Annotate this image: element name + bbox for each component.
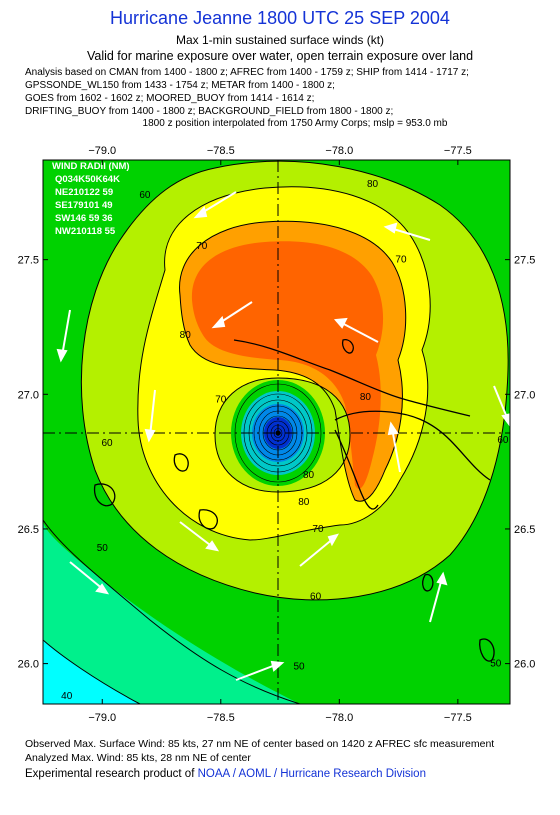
- contour-label: 80: [298, 497, 310, 508]
- chart-subtitle: Max 1-min sustained surface winds (kt): [175, 33, 385, 47]
- validity-note: Valid for marine exposure over water, op…: [86, 49, 474, 63]
- island-south: [198, 509, 218, 530]
- wind-radii-row: NE210122 59: [55, 187, 113, 198]
- product-credit: Experimental research product of NOAA / …: [25, 768, 426, 780]
- wind-radii-row: NW210118 55: [55, 226, 116, 237]
- abaco-coast: [334, 429, 379, 510]
- axes: −79.0 −79.0 −78.5 −78.5 −78.0 −78.0 −77.5 −77.5…: [18, 145, 536, 724]
- coastline: [93, 339, 495, 662]
- contour-label: 80: [367, 179, 379, 190]
- plot-frame: [42, 159, 511, 705]
- contour-label: 80: [303, 470, 315, 481]
- x-tick-label-bottom: −78.0: [325, 712, 353, 724]
- contour-label: 80: [180, 330, 192, 341]
- wind-contour-chart: 80 60 70 70 80 80 70 60 60 70 80 80 50 60 50 50 40 WIND …: [18, 145, 536, 724]
- wind-radii-row: SW146 59 36: [55, 213, 113, 224]
- contour-lines: [43, 160, 509, 704]
- island-east: [479, 638, 495, 662]
- y-tick-label-right: 27.0: [514, 389, 535, 401]
- x-tick-label-top: −78.0: [325, 145, 353, 157]
- contour-label: 70: [312, 524, 324, 535]
- chart-title: Hurricane Jeanne 1800 UTC 25 SEP 2004: [110, 8, 450, 28]
- contour-line: [43, 519, 301, 704]
- contour-label: 80: [360, 392, 372, 403]
- grand-bahama-coast: [233, 339, 471, 417]
- y-tick-label-left: 26.5: [18, 524, 39, 536]
- contour-label: 70: [196, 241, 208, 252]
- contour-label: 50: [97, 543, 109, 554]
- island-southwest: [93, 483, 116, 507]
- y-tick-label-right: 26.5: [514, 524, 535, 536]
- wind-radii-row: SE179101 49: [55, 200, 113, 211]
- analysis-line: Analysis based on CMAN from 1400 - 1800 …: [25, 67, 469, 78]
- contour-label: 60: [101, 438, 113, 449]
- contour-line: [179, 220, 407, 502]
- contour-label: 70: [215, 395, 227, 406]
- contour-label: 70: [395, 255, 407, 266]
- analysis-sources: Analysis based on CMAN from 1400 - 1800 …: [25, 66, 555, 118]
- analysis-line: GPSSONDE_WL150 from 1433 - 1754 z; METAR…: [25, 80, 335, 91]
- contour-line: [80, 160, 509, 601]
- analysis-line: DRIFTING_BUOY from 1400 - 1800 z; BACKGR…: [25, 106, 394, 117]
- y-tick-label-left: 26.0: [18, 659, 39, 671]
- y-tick-label-right: 27.5: [514, 255, 535, 267]
- wind-radii-title: WIND RADII (NM): [52, 161, 130, 172]
- contour-line: [137, 186, 431, 541]
- wind-radii-header: Q034K50K64K: [55, 174, 120, 185]
- contour-line: [43, 639, 141, 704]
- grand-bahama-south-coast: [334, 410, 491, 481]
- band-90-plus: [191, 241, 384, 489]
- y-tick-label-right: 26.0: [514, 659, 535, 671]
- island-northeast: [342, 339, 354, 354]
- contour-label: 60: [497, 435, 509, 446]
- product-prefix: Experimental research product of: [25, 768, 198, 780]
- x-tick-label-bottom: −79.0: [88, 712, 116, 724]
- hrd-link[interactable]: NOAA / AOML / Hurricane Research Divisio…: [197, 768, 426, 780]
- interpolation-note: 1800 z position interpolated from 1750 A…: [142, 118, 448, 129]
- contour-line: [214, 377, 351, 493]
- x-tick-label-bottom: −77.5: [444, 712, 472, 724]
- x-tick-label-bottom: −78.5: [207, 712, 235, 724]
- contour-label: 50: [293, 661, 305, 672]
- x-tick-label-top: −78.5: [207, 145, 235, 157]
- x-tick-label-top: −77.5: [444, 145, 472, 157]
- island-west: [173, 453, 189, 472]
- contour-label: 60: [310, 591, 322, 602]
- contour-labels: 80 60 70 70 80 80 70 60 60 70 80 80 50 60 50 50 40: [61, 179, 509, 702]
- contour-label: 60: [139, 190, 151, 201]
- y-tick-label-left: 27.0: [18, 389, 39, 401]
- observed-max-wind: Observed Max. Surface Wind: 85 kts, 27 n…: [25, 738, 495, 750]
- y-tick-label-left: 27.5: [18, 255, 39, 267]
- analyzed-max-wind: Analyzed Max. Wind: 85 kts, 28 nm NE of …: [25, 752, 251, 764]
- island-southeast: [422, 573, 434, 592]
- contour-label: 40: [61, 691, 73, 702]
- x-tick-label-top: −79.0: [88, 145, 116, 157]
- storm-center-marker: [275, 430, 281, 436]
- analysis-line: GOES from 1602 - 1602 z; MOORED_BUOY fro…: [25, 93, 315, 104]
- wind-vectors: [56, 191, 510, 681]
- contour-label: 50: [490, 659, 502, 670]
- wind-radii-box: WIND RADII (NM) Q034K50K64K NE210122 59 …: [52, 161, 130, 237]
